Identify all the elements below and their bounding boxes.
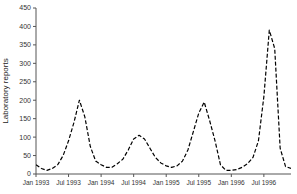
x-tick-label: Jul 1995 bbox=[186, 179, 211, 186]
x-tick-label: Jan 1996 bbox=[218, 179, 245, 186]
y-tick-label: 400 bbox=[19, 23, 31, 30]
y-axis-label: Laboratory reports bbox=[1, 58, 10, 123]
y-tick-label: 200 bbox=[19, 97, 31, 104]
chart: 0 50 100 150 200 250 300 350 400 450 Jan 1993 Jul 1… bbox=[0, 0, 297, 194]
y-tick-label: 350 bbox=[19, 41, 31, 48]
x-axis bbox=[36, 174, 291, 175]
y-tick-label: 150 bbox=[19, 115, 31, 122]
y-tick-label: 450 bbox=[19, 4, 31, 11]
y-tick-label: 300 bbox=[19, 60, 31, 67]
data-line bbox=[36, 30, 291, 170]
plot-area bbox=[36, 30, 291, 170]
y-tick-label: 100 bbox=[19, 134, 31, 141]
x-tick-label: Jan 1995 bbox=[153, 179, 180, 186]
y-tick-label: 50 bbox=[23, 152, 31, 159]
y-tick-label: 250 bbox=[19, 78, 31, 85]
x-tick-label: Jan 1994 bbox=[88, 179, 115, 186]
x-tick-label: Jul 1993 bbox=[56, 179, 81, 186]
x-tick-label: Jul 1994 bbox=[121, 179, 146, 186]
y-axis bbox=[36, 8, 37, 174]
x-tick-label: Jan 1993 bbox=[23, 179, 50, 186]
x-tick-label: Jul 1996 bbox=[252, 179, 277, 186]
y-tick-label: 0 bbox=[27, 170, 31, 177]
